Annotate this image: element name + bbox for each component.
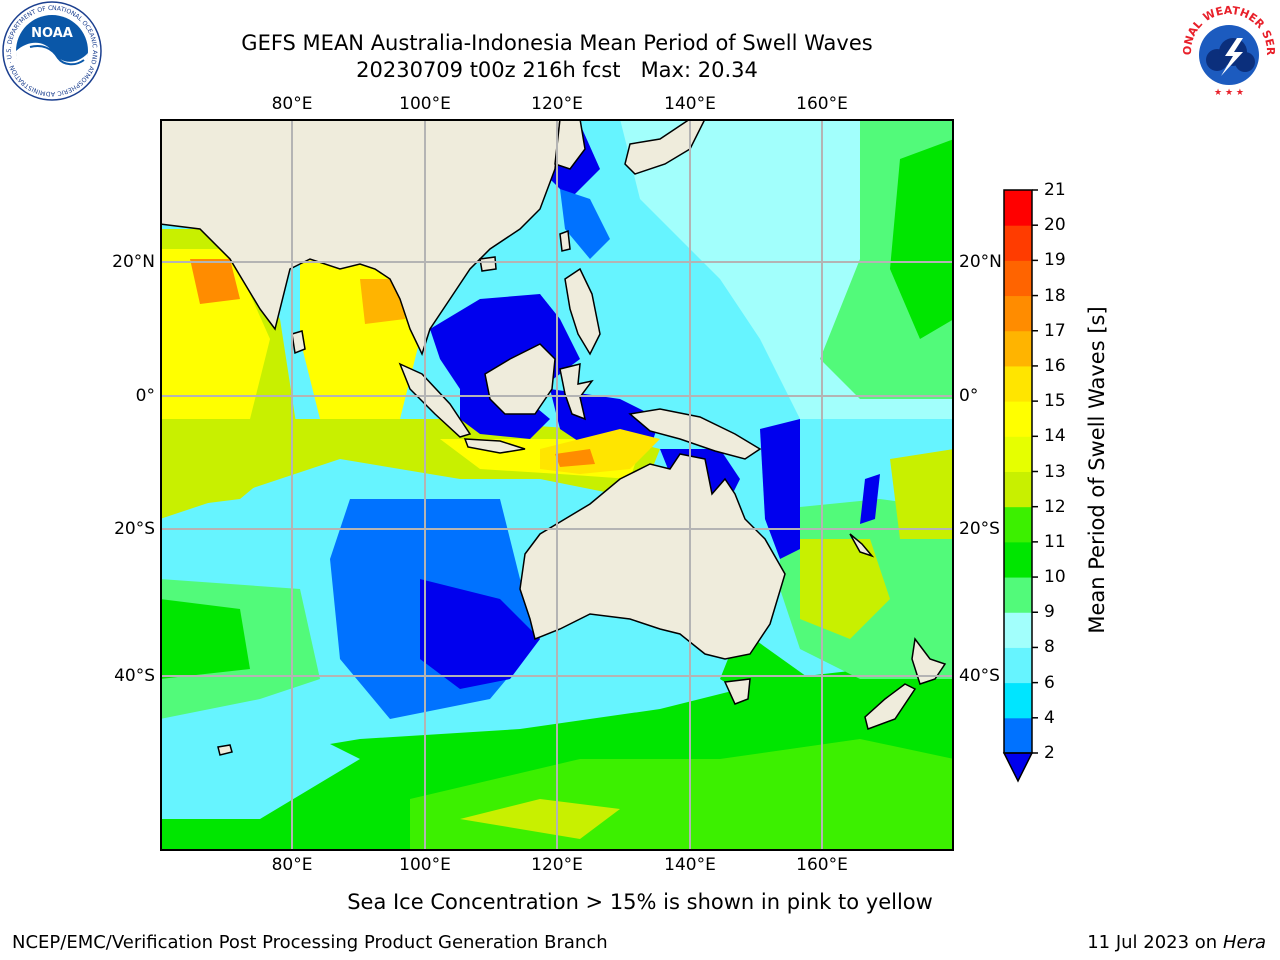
- sri-lanka: [291, 330, 306, 355]
- tasmania: [723, 678, 751, 705]
- colorbar-tick-11: 11: [1044, 531, 1066, 552]
- ocean-timor-orange: [555, 449, 595, 467]
- lat-tick-right-0: 0°: [959, 386, 979, 406]
- colorbar-tick-19: 19: [1044, 250, 1066, 271]
- swell-period-map: [160, 119, 954, 851]
- map-title: GEFS MEAN Australia-Indonesia Mean Perio…: [241, 31, 873, 55]
- colorbar-segment-2-4: [1004, 717, 1032, 754]
- lon-tick-top-80: 80°E: [271, 94, 313, 114]
- footer-date-text: 11 Jul 2023 on: [1087, 932, 1223, 953]
- taiwan: [559, 229, 571, 252]
- colorbar-segment-14-15: [1004, 401, 1032, 437]
- ocean-fiji-yellow: [890, 449, 954, 539]
- colorbar-segment-17-18: [1004, 295, 1032, 332]
- lat-tick-right-40s: 40°S: [959, 666, 1000, 686]
- lon-tick-top-120: 120°E: [531, 94, 583, 114]
- lon-tick-bottom-160: 160°E: [796, 855, 848, 875]
- colorbar-tick-8: 8: [1044, 637, 1055, 658]
- colorbar-segment-16-17: [1004, 330, 1032, 367]
- lon-tick-top-160: 160°E: [796, 94, 848, 114]
- noaa-logo-text: NOAA: [31, 26, 73, 41]
- asia-mainland: [160, 119, 561, 357]
- ocean-ne-darkgreen-zone: [890, 139, 954, 339]
- colorbar-segment-11-12: [1004, 506, 1032, 543]
- philippines: [564, 267, 601, 356]
- australia: [519, 453, 786, 660]
- colorbar-segment-4-6: [1004, 682, 1032, 719]
- graticule: [160, 119, 954, 851]
- ocean-arabian-yellow: [160, 249, 270, 429]
- java: [463, 438, 526, 454]
- colorbar-tick-12: 12: [1044, 496, 1066, 517]
- ocean-southern-yellow: [460, 799, 620, 839]
- colorbar-segment-20-21: [1004, 190, 1032, 226]
- ocean-south-indian-deep: [420, 579, 540, 689]
- colorbar-under-extension: [1002, 752, 1034, 783]
- sumatra: [398, 362, 472, 438]
- footer-credit: NCEP/EMC/Verification Post Processing Pr…: [12, 932, 608, 953]
- sea-ice-note: Sea Ice Concentration > 15% is shown in …: [347, 890, 933, 914]
- colorbar-tick-15: 15: [1044, 391, 1066, 412]
- lat-tick-right-20s: 20°S: [959, 519, 1000, 539]
- colorbar-segment-18-19: [1004, 260, 1032, 297]
- ocean-southwest-darkgreen: [160, 599, 250, 679]
- ocean-southern-cyan: [160, 719, 360, 819]
- noaa-logo: NATIONAL OCEANIC AND ATMOSPHERIC ADMINIS…: [0, 0, 102, 101]
- new-zealand-north: [911, 637, 947, 685]
- new-guinea: [628, 408, 762, 460]
- colorbar-tick-6: 6: [1044, 672, 1055, 693]
- colorbar-label: Mean Period of Swell Waves [s]: [1085, 306, 1109, 634]
- ocean-coral-sea-west: [760, 419, 800, 559]
- lat-tick-left-20n: 20°N: [112, 252, 155, 272]
- lon-tick-top-100: 100°E: [399, 94, 451, 114]
- colorbar-segment-10-11: [1004, 541, 1032, 578]
- colorbar-tick-21: 21: [1044, 180, 1066, 200]
- lon-tick-top-140: 140°E: [664, 94, 716, 114]
- colorbar-tick-10: 10: [1044, 567, 1066, 588]
- lon-tick-bottom-140: 140°E: [664, 855, 716, 875]
- colorbar-tick-2: 2: [1044, 743, 1055, 763]
- lat-tick-left-40s: 40°S: [114, 666, 155, 686]
- ocean-vanuatu-blue: [860, 474, 880, 524]
- lon-tick-bottom-120: 120°E: [531, 855, 583, 875]
- kerguelen: [217, 744, 233, 756]
- colorbar-segment-8-9: [1004, 612, 1032, 648]
- colorbar-segment-6-8: [1004, 647, 1032, 684]
- colorbar-tick-20: 20: [1044, 215, 1066, 236]
- map-subtitle: 20230709 t00z 216h fcst Max: 20.34: [356, 58, 758, 82]
- lat-tick-left-0: 0°: [135, 386, 155, 406]
- colorbar-tick-18: 18: [1044, 285, 1066, 306]
- new-zealand-south: [864, 683, 917, 730]
- lat-tick-right-20n: 20°N: [959, 252, 1002, 272]
- lat-tick-left-20s: 20°S: [114, 519, 155, 539]
- svg-text:★ ★ ★: ★ ★ ★: [1214, 88, 1244, 98]
- colorbar-segment-19-20: [1004, 225, 1032, 261]
- map-frame: [160, 119, 954, 851]
- ocean-arabian-orange: [190, 259, 240, 304]
- land: [160, 119, 947, 756]
- hainan: [479, 256, 497, 272]
- colorbar-tick-14: 14: [1044, 426, 1066, 447]
- colorbar-tick-16: 16: [1044, 355, 1066, 376]
- colorbar: [1002, 189, 1038, 783]
- new-caledonia: [849, 533, 875, 558]
- ocean-east-china-sea: [560, 189, 610, 259]
- nws-logo: NATIONAL WEATHER SERVICE ★ ★ ★: [1177, 0, 1277, 98]
- colorbar-tick-4: 4: [1044, 707, 1055, 728]
- lon-tick-bottom-80: 80°E: [271, 855, 313, 875]
- colorbar-segment-13-14: [1004, 436, 1032, 472]
- colorbar-segment-9-10: [1004, 577, 1032, 613]
- colorbar-tick-13: 13: [1044, 461, 1066, 482]
- korea: [554, 119, 586, 170]
- colorbar-segment-12-13: [1004, 471, 1032, 508]
- footer-host: Hera: [1222, 932, 1266, 953]
- colorbar-tick-9: 9: [1044, 602, 1055, 623]
- footer-date: 11 Jul 2023 on Hera: [1087, 932, 1266, 953]
- colorbar-segment-15-16: [1004, 365, 1032, 402]
- ocean-bass-green: [720, 629, 850, 729]
- colorbar-tick-17: 17: [1044, 320, 1066, 341]
- lon-tick-bottom-100: 100°E: [399, 855, 451, 875]
- ocean-bengal-orange: [360, 279, 405, 324]
